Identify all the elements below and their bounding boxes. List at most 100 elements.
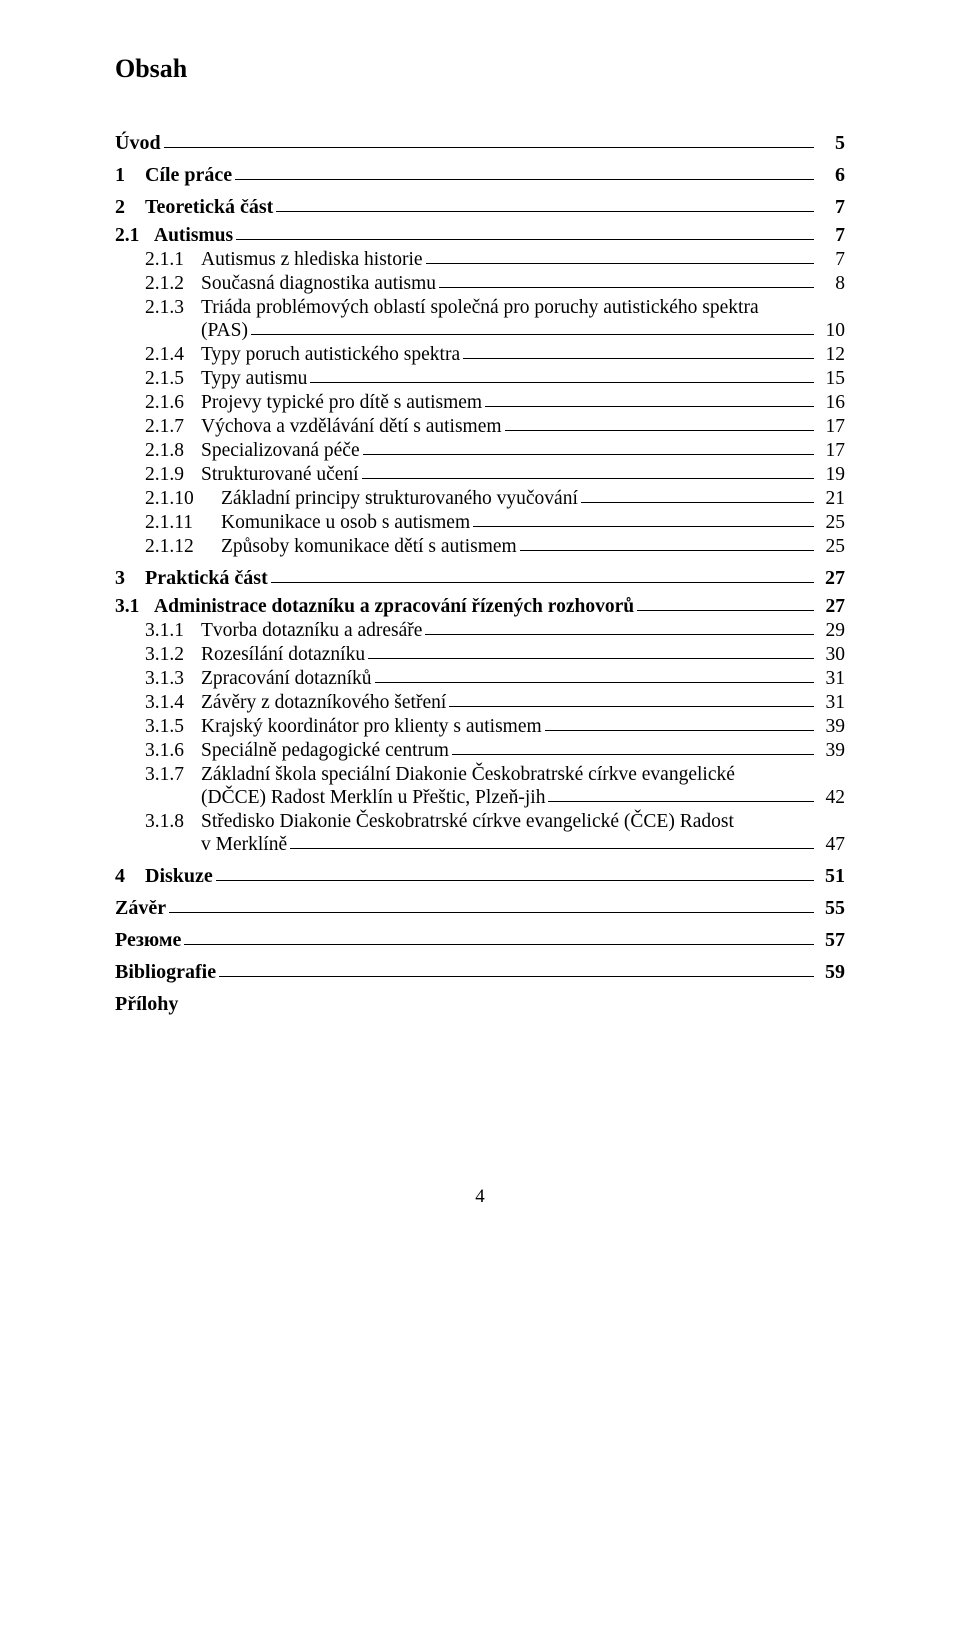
toc-page: 25 — [817, 536, 845, 558]
toc-leader — [581, 502, 814, 503]
toc-leader — [362, 478, 814, 479]
toc-label: 2.1 Autismus — [145, 225, 233, 247]
toc-label: 3.1.4Závěry z dotazníkového šetření — [145, 692, 446, 714]
toc-entry: 3.1.4Závěry z dotazníkového šetření 31 — [115, 692, 845, 714]
toc-page: 6 — [817, 164, 845, 187]
toc-page: 31 — [817, 692, 845, 714]
toc-leader — [236, 239, 814, 240]
toc-leader — [251, 334, 814, 335]
toc-entry: 4Diskuze 51 — [115, 865, 845, 888]
toc-entry: 3.1.5Krajský koordinátor pro klienty s a… — [115, 716, 845, 738]
toc-label: 3.1.5Krajský koordinátor pro klienty s a… — [145, 716, 542, 738]
toc-leader — [169, 912, 814, 913]
toc-leader — [164, 147, 814, 148]
toc-entry: 2.1.5Typy autismu 15 — [115, 368, 845, 390]
toc-page: 17 — [817, 440, 845, 462]
toc-page: 59 — [817, 961, 845, 984]
toc-page: 17 — [817, 416, 845, 438]
toc-entry: 2.1 Autismus 7 — [115, 225, 845, 247]
toc-leader — [219, 976, 814, 977]
toc-entry-cont: (DČCE) Radost Merklín u Přeštic, Plzeň-j… — [115, 787, 845, 809]
toc-label: 2.1.2Současná diagnostika autismu — [145, 273, 436, 295]
toc-label: 2.1.12Způsoby komunikace dětí s autismem — [145, 536, 517, 558]
toc-label: (PAS) — [201, 320, 248, 342]
toc-page: 27 — [817, 596, 845, 618]
toc-label: Středisko Diakonie Českobratrské církve … — [201, 811, 734, 832]
toc-label: 2.1.4Typy poruch autistického spektra — [145, 344, 460, 366]
toc-leader — [290, 848, 814, 849]
toc-entry: 2.1.3Triáda problémových oblastí společn… — [115, 297, 845, 319]
toc-page: 19 — [817, 464, 845, 486]
toc-leader — [363, 454, 814, 455]
toc-page: 42 — [817, 787, 845, 809]
toc-leader — [310, 382, 814, 383]
toc-entry: 2.1.7Výchova a vzdělávání dětí s autisme… — [115, 416, 845, 438]
toc-label: 3.1 Administrace dotazníku a zpracování … — [145, 596, 634, 618]
page-number: 4 — [115, 1186, 845, 1208]
toc-entry-cont: (PAS) 10 — [115, 320, 845, 342]
toc-label: 1Cíle práce — [115, 164, 232, 187]
toc-page: 12 — [817, 344, 845, 366]
toc-label: Závěr — [115, 897, 166, 920]
toc-entry: 3.1.1Tvorba dotazníku a adresáře 29 — [115, 620, 845, 642]
toc-leader — [463, 358, 814, 359]
toc-label: Bibliografie — [115, 961, 216, 984]
toc-num: 3.1.7 — [145, 764, 201, 786]
toc-label: 2.1.6Projevy typické pro dítě s autismem — [145, 392, 482, 414]
toc-entry: 2.1.4Typy poruch autistického spektra 12 — [115, 344, 845, 366]
toc-entry: 2.1.6Projevy typické pro dítě s autismem… — [115, 392, 845, 414]
toc-page: 27 — [817, 567, 845, 590]
toc-leader — [637, 610, 814, 611]
toc-page: 8 — [817, 273, 845, 295]
toc-label: 3.1.1Tvorba dotazníku a adresáře — [145, 620, 422, 642]
toc-label: 2.1.1Autismus z hlediska historie — [145, 249, 423, 271]
toc-page: 25 — [817, 512, 845, 534]
toc-label: 2.1.7Výchova a vzdělávání dětí s autisme… — [145, 416, 502, 438]
toc-label: (DČCE) Radost Merklín u Přeštic, Plzeň-j… — [201, 787, 545, 809]
toc-leader — [375, 682, 814, 683]
toc-page: 10 — [817, 320, 845, 342]
toc-leader — [485, 406, 814, 407]
toc-num: 2.1.3 — [145, 297, 201, 319]
toc-page: 30 — [817, 644, 845, 666]
toc-label: 2Teoretická část — [115, 196, 273, 219]
toc-label: Základní škola speciální Diakonie Českob… — [201, 764, 735, 785]
page-title: Obsah — [115, 54, 845, 84]
toc-label: Úvod — [115, 132, 161, 155]
toc-entry: 3.1.3Zpracování dotazníků 31 — [115, 668, 845, 690]
toc-entry-zaver: Závěr 55 — [115, 897, 845, 920]
toc-leader — [449, 706, 814, 707]
toc-entry: 2.1.1Autismus z hlediska historie 7 — [115, 249, 845, 271]
toc-page: 31 — [817, 668, 845, 690]
toc-label: 2.1.8Specializovaná péče — [145, 440, 360, 462]
toc-label: 2.1.9Strukturované učení — [145, 464, 359, 486]
toc-entry: 3.1 Administrace dotazníku a zpracování … — [115, 596, 845, 618]
toc-entry-bibliografie: Bibliografie 59 — [115, 961, 845, 984]
toc-leader — [368, 658, 814, 659]
toc-entry: 3Praktická část 27 — [115, 567, 845, 590]
toc-entry: 2.1.12Způsoby komunikace dětí s autismem… — [115, 536, 845, 558]
toc-num: 3.1.8 — [145, 811, 201, 833]
toc-label: 3.1.3Zpracování dotazníků — [145, 668, 372, 690]
toc-leader — [425, 634, 814, 635]
toc-entry-prilohy: Přílohy — [115, 993, 845, 1016]
toc-entry: 2.1.2Současná diagnostika autismu 8 — [115, 273, 845, 295]
toc-leader — [473, 526, 814, 527]
toc-label: 4Diskuze — [115, 865, 213, 888]
toc-leader — [426, 263, 814, 264]
toc-label: Резюме — [115, 929, 181, 952]
toc-page: 5 — [817, 132, 845, 155]
toc-page: 7 — [817, 196, 845, 219]
toc-entry: 2Teoretická část 7 — [115, 196, 845, 219]
toc-page: 16 — [817, 392, 845, 414]
toc-leader — [216, 880, 814, 881]
toc-page: 47 — [817, 834, 845, 856]
toc-label: 2.1.10Základní principy strukturovaného … — [145, 488, 578, 510]
toc-label: v Merklíně — [201, 834, 287, 856]
toc-label: Triáda problémových oblastí společná pro… — [201, 297, 759, 318]
toc-entry: 1Cíle práce 6 — [115, 164, 845, 187]
toc-entry-cont: v Merklíně 47 — [115, 834, 845, 856]
toc-leader — [276, 211, 814, 212]
toc-page: 55 — [817, 897, 845, 920]
toc-page: 39 — [817, 716, 845, 738]
